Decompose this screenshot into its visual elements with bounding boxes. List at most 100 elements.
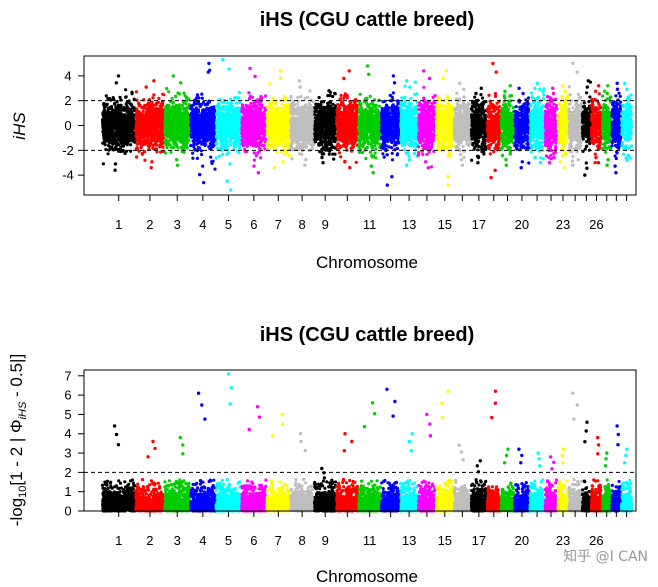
data-point [118, 130, 122, 134]
data-point [165, 146, 169, 150]
data-point [203, 119, 207, 123]
data-point [273, 137, 277, 141]
data-point [268, 82, 272, 86]
data-point [189, 144, 193, 148]
data-point [251, 122, 256, 126]
chromosome-1-points [100, 74, 137, 172]
data-point [205, 106, 209, 110]
data-point [219, 113, 223, 117]
data-point [245, 142, 249, 146]
data-point [292, 103, 297, 107]
data-point [211, 133, 215, 137]
data-point [203, 143, 207, 148]
data-point [129, 122, 133, 126]
data-point [283, 117, 287, 121]
data-point [235, 101, 239, 105]
data-point [217, 154, 221, 158]
data-point [146, 128, 150, 132]
data-point [141, 109, 145, 113]
data-point [152, 93, 156, 97]
data-point [142, 134, 147, 139]
data-point [289, 96, 293, 100]
data-point [257, 119, 262, 124]
data-point [198, 172, 202, 177]
data-point [241, 139, 245, 143]
data-point [271, 96, 275, 100]
data-point [253, 74, 257, 79]
data-point [226, 151, 230, 155]
data-point [245, 105, 249, 109]
data-point [329, 122, 333, 126]
data-point [116, 114, 120, 119]
data-point [229, 143, 233, 147]
data-point [305, 110, 309, 114]
data-point [190, 106, 194, 111]
data-point [201, 130, 205, 135]
data-point [168, 143, 172, 147]
data-point [252, 158, 256, 162]
data-point [170, 105, 174, 109]
data-point [299, 123, 303, 127]
data-point [118, 95, 122, 99]
data-point [191, 112, 196, 116]
data-point [167, 90, 171, 94]
data-point [221, 107, 225, 111]
data-point [225, 117, 229, 121]
data-point [263, 147, 267, 151]
data-point [182, 91, 186, 95]
data-point [167, 118, 171, 122]
data-point [279, 128, 284, 132]
data-point [327, 109, 331, 114]
data-point [270, 114, 274, 118]
data-point [218, 120, 222, 124]
data-point [215, 134, 219, 138]
data-point [298, 85, 302, 89]
data-point [160, 101, 164, 105]
data-point [142, 131, 146, 135]
data-point [194, 134, 198, 138]
data-point [107, 126, 111, 130]
data-point [137, 133, 141, 137]
data-point [252, 164, 256, 168]
data-point [181, 132, 185, 136]
data-point [252, 151, 256, 155]
data-point [121, 135, 125, 139]
data-point [179, 81, 183, 85]
data-point [296, 134, 300, 138]
data-point [278, 139, 283, 143]
chromosome-2-points [134, 79, 166, 170]
data-point [301, 143, 305, 147]
data-point [251, 125, 255, 129]
data-point [108, 97, 112, 101]
data-point [229, 188, 233, 192]
data-point [167, 132, 171, 136]
data-point [215, 146, 219, 150]
data-point [135, 98, 139, 102]
data-point [171, 74, 175, 78]
data-point [114, 145, 118, 149]
data-point [110, 145, 114, 149]
data-point [247, 117, 251, 121]
data-point [135, 155, 139, 159]
data-point [170, 121, 174, 125]
data-point [136, 110, 140, 114]
data-point [231, 108, 235, 112]
data-point [162, 93, 166, 97]
data-point [282, 97, 286, 101]
data-point [313, 112, 317, 117]
data-point [297, 79, 301, 83]
data-point [126, 125, 130, 129]
data-point [266, 147, 270, 151]
data-point [146, 103, 150, 107]
data-point [297, 115, 302, 120]
data-point [291, 121, 295, 125]
data-point [302, 127, 306, 131]
data-point [118, 121, 122, 125]
data-point [151, 146, 155, 150]
data-point [279, 69, 283, 73]
data-point [126, 109, 130, 113]
data-point [308, 89, 312, 93]
data-point [292, 116, 297, 121]
